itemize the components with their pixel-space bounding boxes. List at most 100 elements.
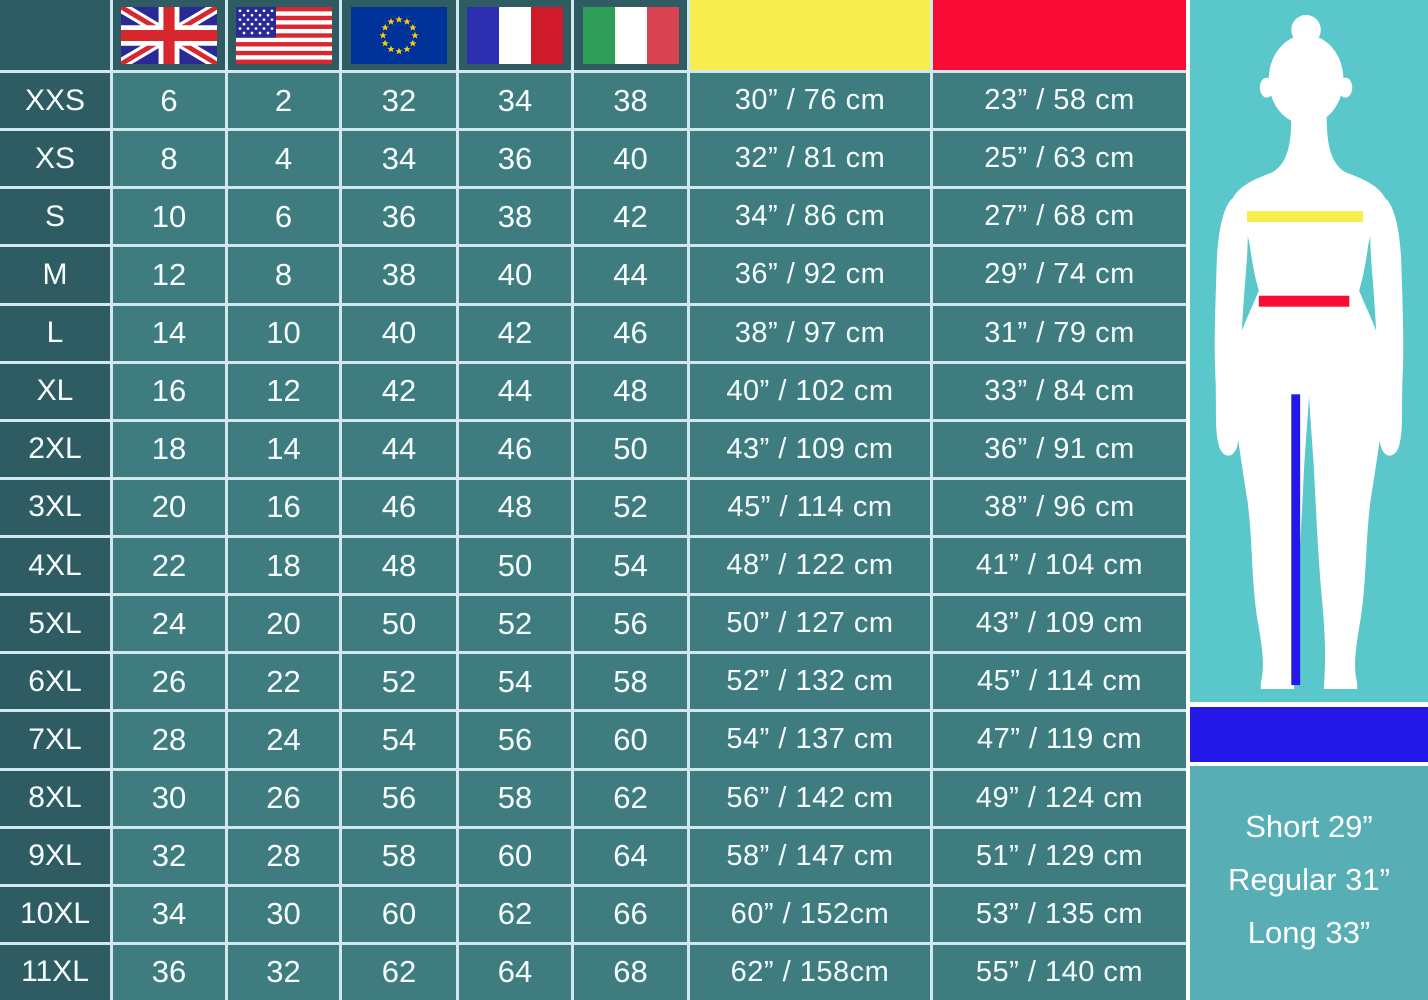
uk-size-cell: 26 [113, 654, 225, 710]
waist-measure-cell: 36” / 91 cm [933, 421, 1186, 477]
usa-size-cell: 16 [228, 479, 339, 535]
italy-flag-icon [582, 6, 679, 64]
italy-size-cell: 60 [574, 712, 687, 768]
usa-size-cell: 20 [228, 596, 339, 652]
figure-box [1190, 0, 1428, 702]
column-header-usa [228, 0, 339, 70]
size-label-cell: 3XL [0, 479, 110, 535]
eu-size-cell: 48 [342, 538, 456, 594]
france-size-cell: 62 [459, 886, 571, 942]
inseam-legend-bar [1190, 707, 1428, 762]
italy-size-cell: 38 [574, 73, 687, 129]
inseam-option-long: Long 33” [1247, 915, 1371, 950]
bust-measure-cell: 43” / 109 cm [690, 421, 930, 477]
bust-measure-cell: 32” / 81 cm [690, 131, 930, 187]
panel-divider [1186, 702, 1428, 707]
bust-measure-cell: 56” / 142 cm [690, 770, 930, 826]
eu-size-cell: 34 [342, 131, 456, 187]
usa-size-cell: 28 [228, 828, 339, 884]
size-label-cell: M [0, 247, 110, 303]
france-flag-icon [467, 6, 563, 64]
italy-size-cell: 68 [574, 944, 687, 1000]
bust-measure-cell: 45” / 114 cm [690, 479, 930, 535]
column-header-italy [574, 0, 687, 70]
size-table: XXS 6 2 32 34 38 30” / 76 cm 23” / 58 cm… [0, 0, 1186, 1000]
usa-size-cell: 26 [228, 770, 339, 826]
waist-measure-cell: 55” / 140 cm [933, 944, 1186, 1000]
uk-size-cell: 22 [113, 538, 225, 594]
uk-size-cell: 28 [113, 712, 225, 768]
france-size-cell: 36 [459, 131, 571, 187]
bust-measure-cell: 40” / 102 cm [690, 363, 930, 419]
size-label-cell: 10XL [0, 886, 110, 942]
size-label-cell: L [0, 305, 110, 361]
bust-measure-cell: 30” / 76 cm [690, 73, 930, 129]
inseam-measure-line [1291, 394, 1301, 686]
bust-measure-cell: 62” / 158cm [690, 944, 930, 1000]
size-label-cell: 5XL [0, 596, 110, 652]
size-label-cell: 8XL [0, 770, 110, 826]
waist-measure-cell: 25” / 63 cm [933, 131, 1186, 187]
bust-measure-cell: 38” / 97 cm [690, 305, 930, 361]
uk-size-cell: 36 [113, 944, 225, 1000]
bust-measure-cell: 60” / 152cm [690, 886, 930, 942]
waist-measure-cell: 47” / 119 cm [933, 712, 1186, 768]
bust-measure-cell: 48” / 122 cm [690, 538, 930, 594]
waist-measure-cell: 49” / 124 cm [933, 770, 1186, 826]
size-label-cell: 11XL [0, 944, 110, 1000]
usa-size-cell: 22 [228, 654, 339, 710]
eu-size-cell: 40 [342, 305, 456, 361]
waist-measure-cell: 45” / 114 cm [933, 654, 1186, 710]
italy-size-cell: 48 [574, 363, 687, 419]
usa-size-cell: 30 [228, 886, 339, 942]
eu-size-cell: 50 [342, 596, 456, 652]
uk-size-cell: 16 [113, 363, 225, 419]
size-label-cell: 4XL [0, 538, 110, 594]
usa-size-cell: 8 [228, 247, 339, 303]
italy-size-cell: 62 [574, 770, 687, 826]
bust-measure-cell: 34” / 86 cm [690, 189, 930, 245]
france-size-cell: 52 [459, 596, 571, 652]
eu-size-cell: 32 [342, 73, 456, 129]
column-header-france [459, 0, 571, 70]
uk-flag-icon [121, 6, 217, 64]
usa-size-cell: 12 [228, 363, 339, 419]
france-size-cell: 48 [459, 479, 571, 535]
waist-measure-cell: 27” / 68 cm [933, 189, 1186, 245]
italy-size-cell: 64 [574, 828, 687, 884]
usa-size-cell: 18 [228, 538, 339, 594]
waist-measure-cell: 53” / 135 cm [933, 886, 1186, 942]
waist-measure-cell: 29” / 74 cm [933, 247, 1186, 303]
inseam-option-regular: Regular 31” [1228, 862, 1390, 897]
column-header-uk [113, 0, 225, 70]
usa-flag-icon [235, 6, 332, 64]
eu-size-cell: 54 [342, 712, 456, 768]
size-label-cell: XS [0, 131, 110, 187]
france-size-cell: 54 [459, 654, 571, 710]
uk-size-cell: 32 [113, 828, 225, 884]
panel-divider [1186, 762, 1428, 766]
column-header-eu [342, 0, 456, 70]
france-size-cell: 58 [459, 770, 571, 826]
italy-size-cell: 58 [574, 654, 687, 710]
uk-size-cell: 34 [113, 886, 225, 942]
italy-size-cell: 66 [574, 886, 687, 942]
eu-size-cell: 38 [342, 247, 456, 303]
inseam-option-short: Short 29” [1245, 809, 1373, 844]
waist-measure-cell: 23” / 58 cm [933, 73, 1186, 129]
france-size-cell: 60 [459, 828, 571, 884]
eu-size-cell: 46 [342, 479, 456, 535]
uk-size-cell: 30 [113, 770, 225, 826]
eu-size-cell: 58 [342, 828, 456, 884]
waist-measure-cell: 33” / 84 cm [933, 363, 1186, 419]
size-label-cell: S [0, 189, 110, 245]
size-label-cell: 2XL [0, 421, 110, 477]
france-size-cell: 42 [459, 305, 571, 361]
column-header-waist-swatch [933, 0, 1186, 70]
column-header-size-empty [0, 0, 110, 70]
size-label-cell: 7XL [0, 712, 110, 768]
uk-size-cell: 24 [113, 596, 225, 652]
eu-size-cell: 52 [342, 654, 456, 710]
uk-size-cell: 6 [113, 73, 225, 129]
